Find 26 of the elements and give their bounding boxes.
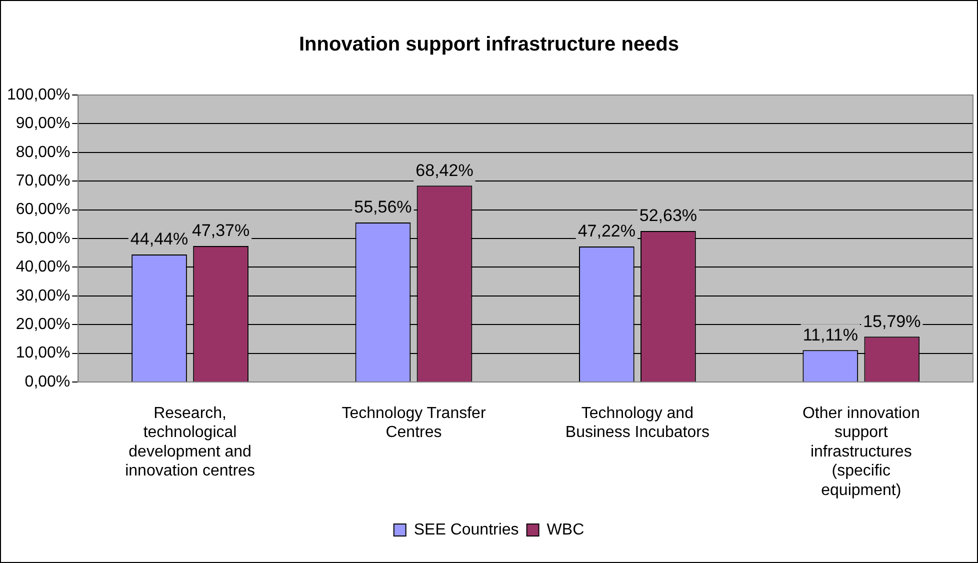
x-tick-label: Technology Transfer Centres: [342, 405, 486, 442]
y-tick-label: 50,00%: [16, 230, 70, 247]
y-tick-label: 60,00%: [16, 201, 70, 218]
data-label: 11,11%: [802, 325, 858, 344]
y-tick-label: 30,00%: [16, 287, 70, 304]
y-tick-label: 40,00%: [16, 258, 70, 276]
chart-title: Innovation support infrastructure needs: [298, 34, 680, 56]
y-tick-label: 80,00%: [16, 144, 70, 161]
data-label: 47,37%: [192, 221, 250, 240]
x-tick-label: Technology and Business Incubators: [565, 405, 710, 442]
y-tick-label: 70,00%: [16, 172, 70, 190]
y-tick-label: 90,00%: [16, 115, 70, 132]
data-label: 68,42%: [416, 160, 474, 180]
data-label: 55,56%: [354, 198, 412, 217]
data-label: 15,79%: [863, 312, 921, 331]
y-tick-label: 20,00%: [16, 316, 70, 334]
legend-label: SEE Countries: [414, 521, 519, 538]
y-tick-label: 10,00%: [16, 344, 70, 362]
y-tick-label: 0,00%: [24, 373, 70, 390]
y-tick-label: 100,00%: [6, 86, 70, 104]
data-label: 44,44%: [130, 230, 188, 249]
data-label: 52,63%: [639, 206, 698, 226]
x-tick-label: Research, technological development and innovation centres: [125, 405, 255, 480]
data-label: 47,22%: [578, 222, 636, 241]
legend-label: WBC: [546, 521, 584, 538]
x-tick-label: Other innovation support infrastructures (specific equipment): [802, 405, 920, 499]
